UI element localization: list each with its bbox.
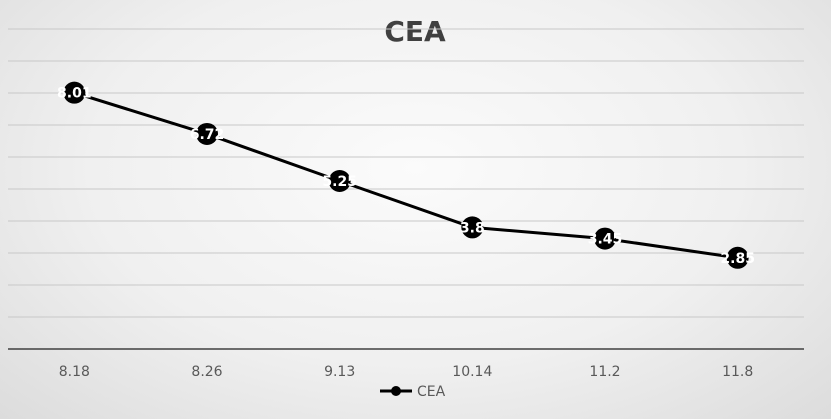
legend[interactable]: CEA	[380, 384, 446, 400]
legend-label-cea: CEA	[417, 384, 446, 400]
data-label: 6.72	[190, 127, 225, 143]
data-label: 2.85	[720, 251, 755, 267]
data-point-marker[interactable]	[63, 81, 86, 104]
x-tick-label: 11.8	[722, 364, 753, 380]
series-line-cea	[73, 91, 738, 260]
data-point-marker[interactable]	[461, 216, 484, 239]
data-point-marker[interactable]	[726, 246, 749, 269]
x-tick-label: 9.13	[324, 364, 355, 380]
x-tick-label: 11.2	[589, 364, 620, 380]
data-point-marker[interactable]	[328, 170, 351, 192]
legend-marker-swatch	[391, 386, 401, 396]
chart-title: CEA	[384, 15, 446, 48]
data-label: 8.01	[57, 86, 92, 102]
data-label: 3.45	[588, 232, 623, 248]
x-tick-label: 10.14	[452, 364, 492, 380]
x-tick-labels: 8.18 8.26 9.13 10.14 11.2 11.8	[59, 364, 754, 380]
x-tick-label: 8.26	[191, 364, 222, 380]
x-tick-label: 8.18	[59, 364, 90, 380]
data-markers	[63, 81, 749, 269]
data-point-marker[interactable]	[594, 227, 616, 250]
data-label: 3.8	[460, 220, 485, 236]
data-label: 5.25	[322, 174, 357, 190]
gridlines	[8, 28, 804, 318]
data-point-marker[interactable]	[196, 122, 218, 145]
data-labels: 8.01 6.72 5.25 3.8 3.45 2.85	[57, 86, 755, 267]
